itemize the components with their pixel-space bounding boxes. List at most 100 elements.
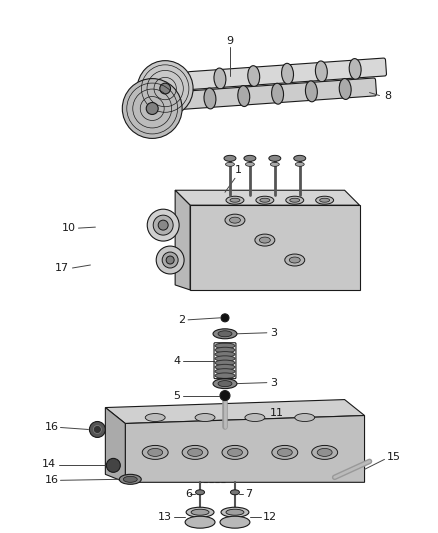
- Ellipse shape: [320, 198, 330, 202]
- Ellipse shape: [124, 477, 137, 482]
- Text: 11: 11: [270, 408, 284, 417]
- Ellipse shape: [225, 214, 245, 226]
- Polygon shape: [175, 190, 360, 205]
- Polygon shape: [106, 400, 364, 424]
- Circle shape: [221, 314, 229, 322]
- Ellipse shape: [145, 414, 165, 422]
- Circle shape: [137, 61, 193, 117]
- Ellipse shape: [148, 448, 162, 456]
- Ellipse shape: [215, 352, 235, 357]
- Ellipse shape: [230, 198, 240, 202]
- Ellipse shape: [227, 448, 242, 456]
- Ellipse shape: [224, 155, 236, 161]
- Ellipse shape: [185, 516, 215, 528]
- Text: 14: 14: [42, 459, 56, 470]
- Ellipse shape: [215, 360, 235, 366]
- Ellipse shape: [191, 509, 209, 515]
- Ellipse shape: [277, 448, 292, 456]
- Circle shape: [89, 422, 106, 438]
- Ellipse shape: [244, 155, 256, 161]
- Ellipse shape: [221, 507, 249, 517]
- Ellipse shape: [226, 509, 244, 515]
- Circle shape: [156, 246, 184, 274]
- Circle shape: [162, 252, 178, 268]
- Circle shape: [93, 425, 101, 433]
- FancyBboxPatch shape: [178, 78, 377, 109]
- Text: 2: 2: [178, 315, 185, 325]
- Circle shape: [146, 102, 158, 115]
- Text: 12: 12: [263, 512, 277, 522]
- Text: 15: 15: [386, 453, 400, 463]
- Text: 9: 9: [226, 36, 233, 46]
- Ellipse shape: [215, 356, 235, 361]
- Ellipse shape: [186, 507, 214, 517]
- Circle shape: [106, 458, 120, 472]
- Ellipse shape: [285, 254, 305, 266]
- Circle shape: [153, 215, 173, 235]
- Ellipse shape: [230, 490, 240, 495]
- Circle shape: [147, 209, 179, 241]
- Circle shape: [122, 78, 182, 139]
- Ellipse shape: [222, 446, 248, 459]
- FancyBboxPatch shape: [187, 58, 386, 90]
- Text: 3: 3: [270, 378, 277, 387]
- Ellipse shape: [269, 155, 281, 161]
- Text: 10: 10: [61, 223, 75, 233]
- Ellipse shape: [213, 329, 237, 339]
- Ellipse shape: [245, 163, 254, 166]
- Ellipse shape: [255, 234, 275, 246]
- Polygon shape: [106, 408, 125, 482]
- Ellipse shape: [305, 81, 318, 102]
- Ellipse shape: [270, 163, 279, 166]
- Ellipse shape: [259, 237, 270, 243]
- Ellipse shape: [214, 68, 226, 89]
- Text: 16: 16: [45, 475, 59, 486]
- Ellipse shape: [215, 348, 235, 353]
- Polygon shape: [175, 190, 190, 290]
- Ellipse shape: [195, 414, 215, 422]
- Ellipse shape: [316, 196, 334, 204]
- Ellipse shape: [218, 381, 232, 386]
- Ellipse shape: [312, 446, 338, 459]
- Ellipse shape: [317, 448, 332, 456]
- Ellipse shape: [196, 490, 205, 495]
- Ellipse shape: [315, 61, 327, 82]
- Ellipse shape: [339, 78, 351, 100]
- Ellipse shape: [218, 331, 232, 337]
- Polygon shape: [190, 205, 360, 290]
- Circle shape: [160, 83, 170, 94]
- Ellipse shape: [349, 59, 361, 79]
- Ellipse shape: [260, 198, 270, 202]
- Ellipse shape: [295, 163, 304, 166]
- Ellipse shape: [215, 365, 235, 370]
- Circle shape: [166, 256, 174, 264]
- Circle shape: [158, 220, 168, 230]
- Ellipse shape: [213, 378, 237, 389]
- Ellipse shape: [187, 448, 202, 456]
- Ellipse shape: [272, 446, 298, 459]
- Ellipse shape: [248, 66, 260, 86]
- Circle shape: [220, 391, 230, 401]
- Ellipse shape: [226, 196, 244, 204]
- Ellipse shape: [290, 198, 300, 202]
- Ellipse shape: [119, 474, 141, 484]
- Text: 6: 6: [185, 489, 192, 499]
- Text: 7: 7: [245, 489, 252, 499]
- Ellipse shape: [204, 88, 216, 109]
- Text: 4: 4: [173, 356, 180, 366]
- Ellipse shape: [286, 196, 304, 204]
- Ellipse shape: [294, 155, 306, 161]
- Ellipse shape: [215, 343, 235, 349]
- Ellipse shape: [282, 63, 293, 84]
- Text: 5: 5: [173, 391, 180, 401]
- Ellipse shape: [256, 196, 274, 204]
- Ellipse shape: [289, 257, 300, 263]
- Ellipse shape: [220, 516, 250, 528]
- Text: 13: 13: [158, 512, 172, 522]
- Ellipse shape: [215, 373, 235, 378]
- Ellipse shape: [215, 369, 235, 374]
- Ellipse shape: [295, 414, 314, 422]
- Text: 17: 17: [54, 263, 68, 273]
- Ellipse shape: [182, 446, 208, 459]
- Polygon shape: [125, 416, 364, 482]
